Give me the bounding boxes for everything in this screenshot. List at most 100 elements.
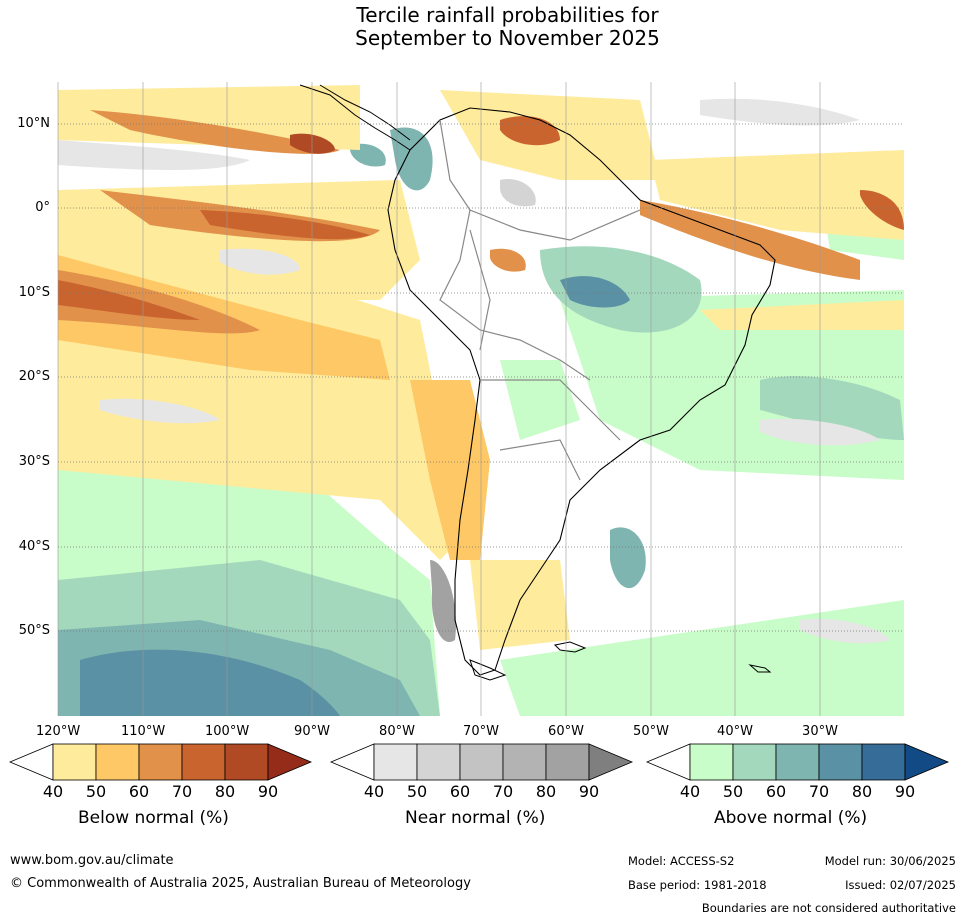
colorbar-segment [502, 743, 547, 781]
colorbar-extend-low [329, 743, 375, 781]
longitude-label: 60°W [548, 724, 584, 739]
latitude-label: 10°N [17, 116, 50, 131]
below-normal-region [90, 110, 340, 154]
graticule [57, 82, 904, 716]
near-normal-region [430, 560, 456, 642]
boundaries-disclaimer: Boundaries are not considered authoritat… [701, 901, 956, 915]
colorbar-extend-high [588, 743, 634, 781]
near-normal-title: Near normal (%) [405, 808, 546, 828]
below-normal-title: Below normal (%) [78, 808, 229, 828]
near-normal-region [500, 179, 536, 207]
colorbar-tick-label: 70 [171, 782, 193, 801]
colorbar-tick-label: 40 [363, 782, 385, 801]
colorbar-tick-label: 50 [722, 782, 744, 801]
country-borders [439, 119, 641, 481]
latitude-label: 20°S [18, 369, 50, 384]
colorbar-tick-label: 80 [851, 782, 873, 801]
above-normal-title: Above normal (%) [714, 808, 868, 828]
colorbar-extend-high [267, 743, 313, 781]
colorbar-segment [689, 743, 734, 781]
colorbar-tick-label: 90 [578, 782, 600, 801]
below-normal-region [470, 560, 570, 650]
latitude-label: 30°S [18, 454, 50, 469]
base-period-text: Base period: 1981-2018 [628, 878, 767, 892]
below-normal-region [650, 150, 904, 240]
longitude-label: 70°W [463, 724, 499, 739]
colorbar-segment [732, 743, 777, 781]
falkland-islands [553, 641, 587, 653]
copyright-text: © Commonwealth of Australia 2025, Austra… [10, 876, 471, 891]
colorbar-segment [818, 743, 863, 781]
below-normal-region [58, 280, 200, 320]
longitude-label: 40°W [717, 724, 753, 739]
colorbar-extend-high [904, 743, 950, 781]
colorbar-tick-label: 90 [257, 782, 279, 801]
below-normal-region [290, 133, 335, 154]
below-normal-region [58, 85, 360, 150]
longitude-label: 90°W [294, 724, 330, 739]
colorbar-tick-label: 60 [449, 782, 471, 801]
model-run-text: Model run: 30/06/2025 [824, 854, 956, 868]
colorbar-segment [861, 743, 906, 781]
central-america-coast [319, 84, 411, 141]
colorbar-segment [373, 743, 418, 781]
model-text: Model: ACCESS-S2 [628, 854, 735, 868]
longitude-label: 50°W [633, 724, 669, 739]
below-normal-region [500, 116, 560, 146]
colorbar-tick-label: 80 [535, 782, 557, 801]
colorbar-tick-label: 70 [492, 782, 514, 801]
colorbar-segment [416, 743, 461, 781]
colorbar-segment [138, 743, 183, 781]
colorbar-tick-label: 90 [894, 782, 916, 801]
colorbar-extend-low [645, 743, 691, 781]
title-line-1: Tercile rainfall probabilities for [356, 3, 659, 27]
colorbar-segment [224, 743, 269, 781]
colorbar-tick-label: 60 [765, 782, 787, 801]
above-normal-region [80, 649, 340, 716]
near-normal-region [100, 398, 220, 424]
longitude-label: 100°W [205, 724, 250, 739]
below-normal-region [410, 380, 490, 560]
colorbar-tick-label: 50 [85, 782, 107, 801]
near-normal-colorbar [329, 743, 634, 781]
probability-field [58, 84, 904, 716]
central-america-coast [299, 84, 411, 151]
colorbar-segment [181, 743, 226, 781]
below-normal-region [700, 300, 904, 330]
latitude-label: 10°S [18, 285, 50, 300]
above-normal-region [560, 276, 630, 308]
colorbar-tick-label: 40 [42, 782, 64, 801]
longitude-label: 110°W [121, 724, 166, 739]
colorbar-tick-label: 50 [406, 782, 428, 801]
south-georgia [748, 664, 772, 673]
website-link[interactable]: www.bom.gov.au/climate [10, 853, 174, 868]
below-normal-region [200, 210, 370, 240]
above-normal-colorbar [645, 743, 950, 781]
title-line-2: September to November 2025 [355, 26, 660, 50]
above-normal-region [760, 376, 904, 440]
colorbar-segment [95, 743, 140, 781]
near-normal-region [220, 248, 300, 275]
colorbar-tick-label: 70 [808, 782, 830, 801]
colorbar-segment [52, 743, 97, 781]
map-title: Tercile rainfall probabilities for Septe… [0, 4, 965, 50]
colorbar-tick-label: 80 [214, 782, 236, 801]
longitude-label: 120°W [36, 724, 81, 739]
colorbar-segment [545, 743, 590, 781]
colorbar-tick-label: 60 [128, 782, 150, 801]
below-normal-region [58, 270, 260, 334]
colorbar-segment [775, 743, 820, 781]
colorbar-extend-low [8, 743, 54, 781]
longitude-label: 30°W [802, 724, 838, 739]
tierra-del-fuego [469, 659, 507, 681]
south-america-landmass [387, 107, 776, 676]
colorbar-segment [459, 743, 504, 781]
above-normal-region [610, 527, 646, 589]
latitude-label: 40°S [18, 539, 50, 554]
below-normal-region [490, 248, 526, 272]
near-normal-region [58, 140, 250, 170]
below-normal-region [640, 200, 860, 280]
latitude-label: 0° [35, 200, 50, 215]
issued-text: Issued: 02/07/2025 [845, 878, 956, 892]
